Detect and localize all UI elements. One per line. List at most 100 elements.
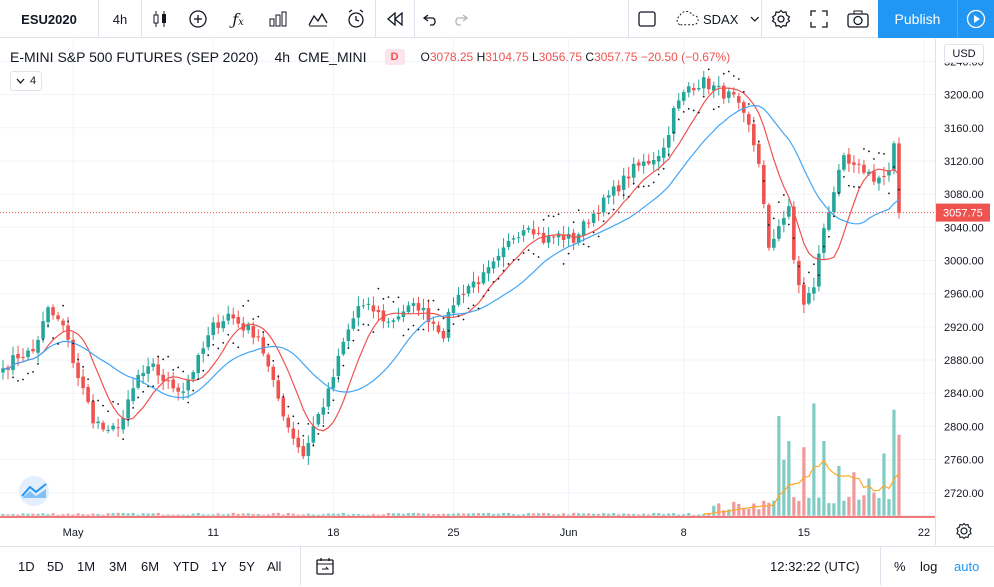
range-6m[interactable]: 6M <box>141 558 160 574</box>
candle <box>441 328 446 343</box>
sar-dot <box>347 347 350 350</box>
range-1y[interactable]: 1Y <box>211 558 227 574</box>
sar-dot <box>582 243 585 246</box>
candle <box>431 316 436 331</box>
volume-bar <box>822 441 826 516</box>
settings-icon[interactable] <box>956 522 972 540</box>
volume-bar <box>26 513 30 516</box>
symbol-search[interactable]: ESU2020 <box>21 11 77 27</box>
candles-icon[interactable] <box>142 0 178 38</box>
candle <box>206 326 211 351</box>
sar-dot <box>802 282 805 285</box>
fullscreen-icon[interactable] <box>800 0 838 38</box>
candle <box>396 307 401 322</box>
currency-button[interactable]: USD <box>944 44 984 63</box>
price-chart[interactable]: 2720.00 2760.00 2800.00 2840.00 2880.00 2920.… <box>0 39 994 545</box>
go-to-realtime-button[interactable] <box>19 476 49 506</box>
volume-bar <box>21 513 25 516</box>
sar-dot <box>607 212 610 215</box>
volume-bar <box>386 513 391 516</box>
volume-bar <box>351 513 355 516</box>
undo-icon[interactable] <box>415 0 447 38</box>
interval-button[interactable]: 4h <box>112 11 128 27</box>
delayed-badge[interactable]: D <box>384 49 405 65</box>
candle <box>546 227 551 249</box>
auto-scale-button[interactable]: auto <box>954 558 980 574</box>
date-range-icon[interactable] <box>316 547 334 585</box>
volume-bar <box>536 513 541 516</box>
time-axis[interactable]: May 11 18 25 Jun 8 15 22 <box>63 527 930 539</box>
publish-button[interactable]: Publish <box>878 0 957 38</box>
candle <box>341 337 346 357</box>
settings-icon[interactable] <box>762 0 800 38</box>
candle <box>586 219 591 229</box>
candle <box>226 305 231 325</box>
candle <box>671 105 676 142</box>
candle <box>346 323 351 348</box>
close-label: C <box>585 50 595 64</box>
candle <box>41 311 45 343</box>
candle <box>621 167 626 200</box>
chart-legend[interactable]: E-MINI S&P 500 FUTURES (SEP 2020) 4h CME… <box>10 48 730 66</box>
range-5d[interactable]: 5D <box>47 558 64 574</box>
volume-bar <box>46 514 50 516</box>
sar-dot <box>252 318 255 320</box>
candle <box>772 229 776 251</box>
range-1m[interactable]: 1M <box>77 558 96 574</box>
last-price-marker: 3057.75 <box>0 203 990 222</box>
volume-bar <box>667 513 671 516</box>
volume-bar <box>296 514 300 516</box>
clock-time[interactable]: 12:32:22 (UTC) <box>770 558 860 574</box>
volume-bar <box>356 514 360 516</box>
volume-bar <box>241 513 245 516</box>
volume-bar <box>321 514 325 516</box>
volume-bar <box>461 513 466 516</box>
sar-dot <box>838 192 840 195</box>
volume-bar <box>426 513 431 516</box>
bars-compare-icon[interactable] <box>258 0 298 38</box>
templates-icon[interactable] <box>298 0 338 38</box>
candle <box>681 89 686 106</box>
range-1d[interactable]: 1D <box>18 558 35 574</box>
volume-bar <box>546 513 551 516</box>
toolbar-divider <box>98 0 99 38</box>
compare-symbol-selector[interactable]: SDAX <box>668 0 760 38</box>
volume-bar <box>817 497 821 516</box>
candle <box>641 153 646 174</box>
log-scale-button[interactable]: log <box>920 558 938 574</box>
range-5y[interactable]: 5Y <box>239 558 255 574</box>
camera-icon[interactable] <box>838 0 878 38</box>
price-axis[interactable]: 2720.00 2760.00 2800.00 2840.00 2880.00 2920.… <box>944 56 984 499</box>
candle <box>812 277 816 301</box>
volume-bar <box>862 495 866 516</box>
range-3m[interactable]: 3M <box>109 558 128 574</box>
alert-icon[interactable] <box>338 0 374 38</box>
replay-icon[interactable] <box>376 0 414 38</box>
percent-scale-button[interactable]: % <box>894 558 906 574</box>
candle <box>281 393 286 421</box>
candle <box>807 286 811 306</box>
sar-dot <box>317 432 320 435</box>
add-indicator-icon[interactable] <box>180 0 216 38</box>
sar-dot <box>52 337 54 339</box>
sar-dot <box>207 354 210 357</box>
chevron-down-icon <box>16 78 25 84</box>
range-all[interactable]: All <box>267 558 282 574</box>
volume-bar <box>842 500 846 516</box>
candle <box>691 82 696 96</box>
candle <box>832 186 836 217</box>
play-icon[interactable] <box>957 0 994 38</box>
volume-bar <box>381 514 386 516</box>
indicator-count: 4 <box>29 75 37 87</box>
sar-dot <box>412 324 415 327</box>
candle <box>356 296 361 327</box>
chart-area[interactable]: 2720.00 2760.00 2800.00 2840.00 2880.00 2920.… <box>0 39 994 545</box>
redo-icon[interactable] <box>445 0 475 38</box>
candle <box>26 347 30 360</box>
indicators-collapse-button[interactable]: 4 <box>10 71 42 91</box>
range-ytd[interactable]: YTD <box>173 558 199 574</box>
layout-icon[interactable] <box>629 0 665 38</box>
sar-dot <box>192 389 195 392</box>
candle <box>21 348 25 362</box>
